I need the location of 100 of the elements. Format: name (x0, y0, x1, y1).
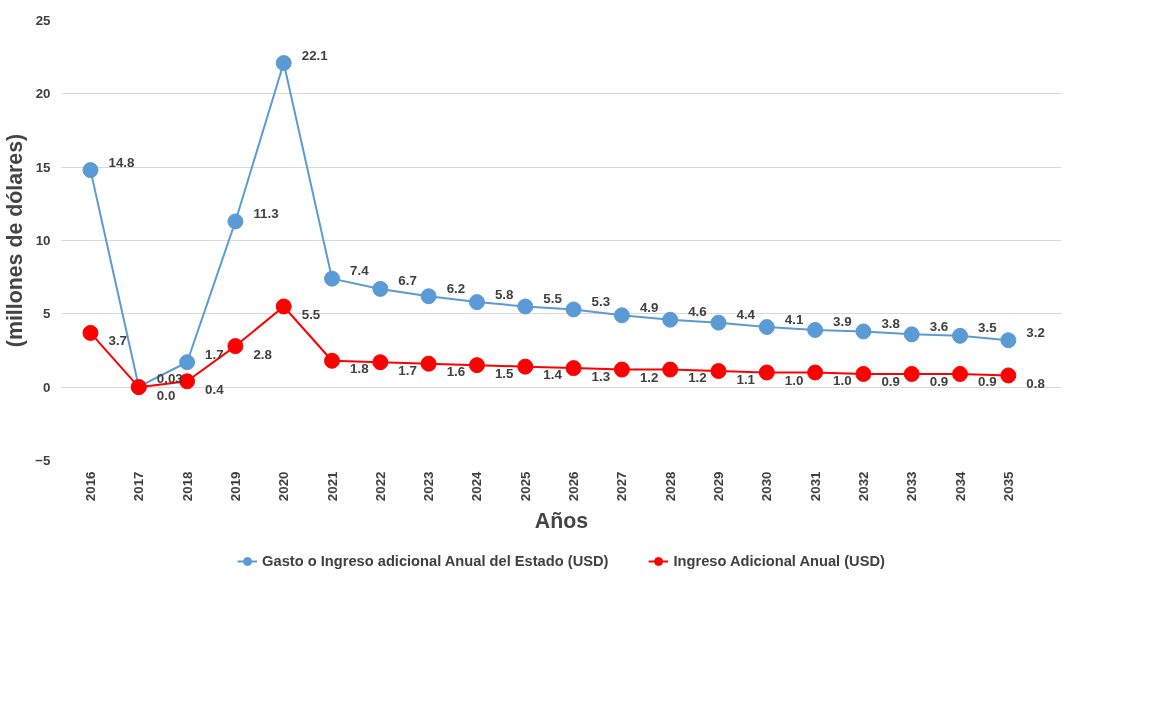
point (710, 363, 727, 380)
point (903, 365, 920, 382)
x-tick-label: 2017 (131, 471, 147, 502)
x-tick-label: 2033 (904, 471, 920, 502)
data-label: 3.2 (1026, 324, 1045, 340)
data-label: 5.3 (591, 293, 611, 309)
data-label: 3.8 (881, 315, 900, 331)
data-label: 5.8 (494, 286, 514, 302)
point (227, 213, 244, 230)
point (952, 365, 969, 382)
point (179, 354, 196, 371)
x-tick-label: 2030 (759, 471, 775, 502)
data-label: 11.3 (253, 205, 279, 221)
data-label: 1.8 (350, 361, 369, 377)
point (855, 323, 872, 340)
x-tick-label: 2025 (517, 470, 533, 502)
x-tick-label: 2031 (807, 470, 823, 502)
point (517, 358, 534, 375)
point (952, 327, 969, 344)
x-tick-label: 2029 (711, 471, 726, 502)
data-label: 1.4 (543, 367, 563, 383)
data-label: 4.6 (688, 304, 707, 320)
y-tick-label: 5 (43, 306, 52, 322)
y-tick-label: −5 (35, 453, 52, 468)
point (468, 294, 485, 311)
x-tick-label: 2032 (855, 471, 871, 502)
y-axis-title: (millones de dólares) (3, 133, 28, 348)
data-label: 22.1 (301, 47, 329, 63)
x-tick-label: 2034 (952, 470, 968, 502)
data-label: 1.0 (833, 373, 852, 388)
point (807, 321, 824, 338)
data-label: 0.0 (156, 387, 176, 403)
point (903, 326, 920, 343)
point (275, 55, 292, 72)
x-tick-label: 2018 (179, 471, 195, 502)
data-label: 1.2 (639, 370, 659, 386)
x-tick-label: 2023 (421, 471, 437, 502)
x-tick-label: 2021 (324, 470, 340, 502)
data-label: 7.4 (350, 263, 370, 279)
y-tick-label: 0 (43, 379, 51, 395)
x-tick-label: 2020 (276, 471, 292, 502)
point (372, 354, 389, 371)
data-label: 5.5 (301, 307, 321, 322)
data-label: 0.8 (1026, 375, 1045, 391)
data-label: 1.0 (784, 373, 804, 388)
point (275, 298, 292, 315)
point (517, 298, 534, 315)
point (420, 355, 437, 372)
x-tick-label: 2027 (614, 471, 630, 502)
data-label: 4.1 (784, 311, 804, 327)
point (227, 338, 244, 355)
point (420, 288, 437, 305)
x-tick-label: 2035 (1000, 470, 1016, 502)
x-tick-label: 2024 (469, 470, 485, 502)
point (372, 280, 389, 297)
y-tick-label: 20 (35, 86, 51, 102)
legend-label: Ingreso Adicional Anual (USD) (673, 553, 885, 569)
point (662, 311, 679, 328)
data-label: 1.3 (591, 368, 611, 384)
data-label: 0.9 (978, 374, 997, 390)
y-tick-label: 15 (35, 159, 52, 175)
x-tick-label: 2026 (566, 471, 582, 502)
point (613, 361, 630, 378)
data-label: 2.8 (253, 346, 272, 362)
data-label: 6.2 (446, 280, 466, 296)
x-axis-title: Años (534, 509, 589, 534)
point (662, 361, 679, 378)
point (710, 314, 727, 331)
data-label: 1.6 (446, 364, 466, 380)
data-label: 0.9 (929, 374, 949, 390)
y-tick-label: 25 (35, 13, 52, 28)
point (807, 364, 824, 381)
data-label: 1.1 (736, 371, 756, 387)
data-label: 4.4 (736, 307, 756, 323)
point (758, 364, 775, 381)
data-label: 1.7 (398, 362, 417, 378)
point (324, 270, 341, 287)
data-label: 3.7 (108, 333, 128, 349)
data-label: 0.9 (881, 374, 900, 390)
x-tick-label: 2022 (372, 471, 388, 502)
point (565, 301, 582, 318)
x-tick-label: 2019 (227, 471, 243, 502)
data-label: 14.8 (108, 154, 135, 170)
data-label: 0.4 (205, 381, 225, 397)
data-label: 6.7 (398, 273, 417, 289)
data-label: 3.6 (929, 318, 949, 334)
y-tick-label: 10 (35, 233, 51, 248)
data-label: 3.5 (978, 320, 998, 336)
data-label: 3.9 (833, 314, 852, 330)
point (82, 162, 99, 179)
point (324, 352, 341, 369)
data-label: 1.2 (688, 370, 707, 386)
point (758, 319, 775, 336)
point (613, 307, 630, 324)
data-label: 5.5 (543, 291, 563, 306)
point (565, 360, 582, 377)
point (1000, 332, 1017, 349)
point (1000, 367, 1017, 384)
point (855, 365, 872, 382)
data-label: 4.9 (639, 299, 659, 315)
